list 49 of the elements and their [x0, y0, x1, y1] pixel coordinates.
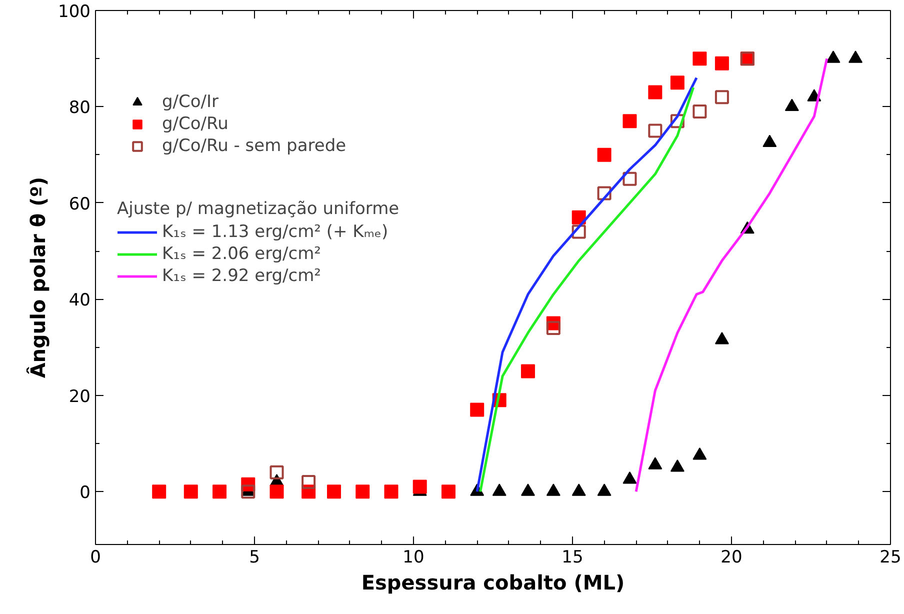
x-tick-label: 5: [249, 548, 260, 568]
x-tick-label: 10: [402, 548, 424, 568]
legend-label: K₁ₛ = 1.13 erg/cm² (+ Kₘₑ): [162, 221, 388, 243]
y-tick-label: 20: [68, 386, 91, 407]
legend-label: K₁ₛ = 2.92 erg/cm²: [162, 265, 322, 287]
y-tick-label: 100: [58, 2, 91, 22]
point: [212, 484, 227, 499]
y-tick-label: 40: [68, 290, 91, 311]
point: [412, 480, 427, 494]
point: [152, 484, 166, 499]
legend-label: g/Co/Ir: [162, 91, 219, 113]
point: [692, 104, 707, 119]
point: [622, 114, 637, 128]
point: [572, 210, 586, 224]
y-tick-label: 80: [68, 98, 91, 118]
y-tick-label: 60: [68, 194, 91, 214]
point: [327, 484, 341, 499]
x-tick-label: 20: [720, 548, 742, 568]
point: [714, 90, 729, 104]
point: [714, 56, 729, 70]
point: [546, 321, 560, 336]
y-axis-title: Ângulo polar θ (º): [26, 176, 50, 378]
point: [302, 474, 316, 489]
point: [670, 114, 684, 128]
legend-label: K₁ₛ = 2.06 erg/cm²: [162, 243, 322, 265]
point: [622, 172, 637, 186]
point: [670, 76, 684, 90]
point: [648, 85, 662, 100]
point: [241, 484, 256, 499]
point: [572, 224, 586, 239]
point: [270, 465, 284, 480]
point: [441, 484, 456, 499]
point: [648, 124, 662, 138]
point: [692, 52, 707, 66]
legend-label: g/Co/Ru: [162, 113, 228, 135]
x-axis-title: Espessura cobalto (ML): [361, 570, 625, 594]
point: [356, 484, 370, 499]
point: [270, 484, 284, 499]
point: [597, 148, 612, 162]
point: [520, 364, 535, 378]
x-tick-label: 25: [880, 548, 902, 568]
point: [184, 484, 198, 499]
point: [470, 402, 484, 417]
legend-title: Ajuste p/ magnetização uniforme: [117, 199, 400, 219]
point: [384, 484, 398, 499]
x-tick-label: 15: [562, 548, 584, 568]
y-tick-label: 0: [80, 483, 91, 504]
legend-label: g/Co/Ru - sem parede: [162, 135, 346, 157]
point: [597, 186, 612, 200]
